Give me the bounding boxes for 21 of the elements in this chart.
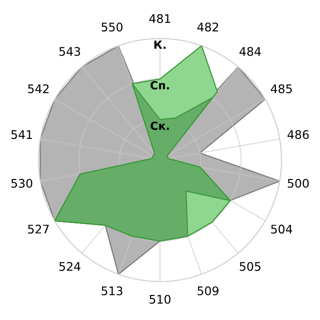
spoke-label: 481 [149,14,170,24]
spoke-label: 485 [270,84,292,94]
spoke-label: 524 [59,262,80,271]
spoke-label: 510 [150,294,170,304]
spoke-label: 486 [288,130,309,140]
spoke-label: 500 [288,178,309,188]
spoke-label: 482 [197,22,218,32]
spoke-label: 530 [11,178,32,188]
spoke-label: 484 [240,46,261,56]
y-tick-label: Ск. [150,122,169,130]
spoke-label: 527 [28,224,49,234]
spoke-label: 505 [240,262,260,271]
spoke-label: 541 [11,130,32,140]
spoke-label: 543 [59,46,80,56]
spoke-label: 504 [271,224,292,234]
y-tick-label: Сп. [150,81,169,90]
spoke-label: 513 [102,286,122,296]
spoke-label: 542 [28,84,49,94]
spoke-label: 550 [102,22,122,32]
y-tick-label: К. [154,40,166,49]
spoke-label: 509 [198,286,218,296]
